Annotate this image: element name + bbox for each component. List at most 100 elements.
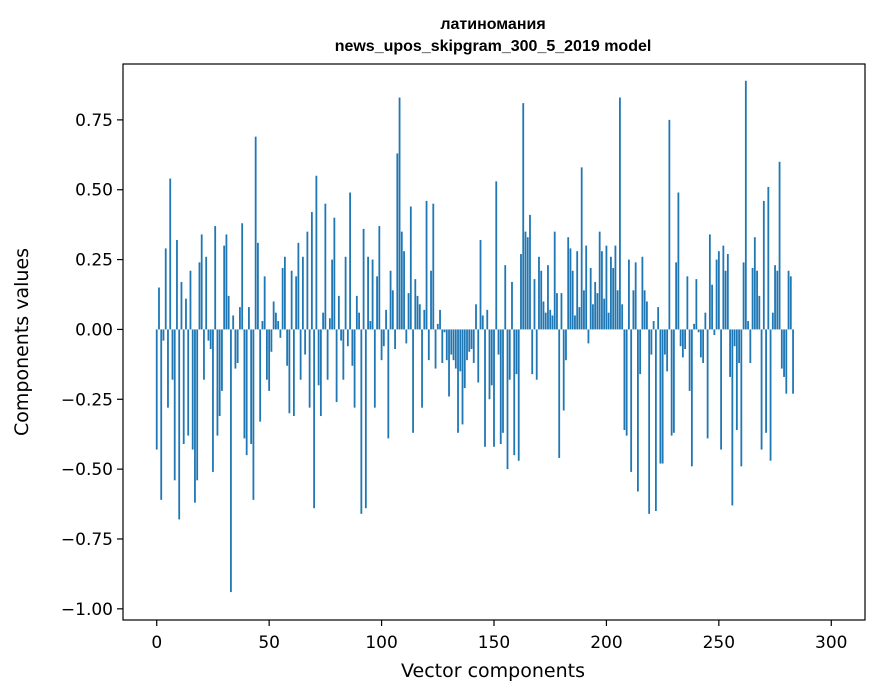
bar-161	[517, 329, 520, 461]
bar-236	[686, 276, 689, 330]
bar-174	[547, 265, 549, 330]
bar-30	[223, 245, 226, 330]
bar-100	[380, 329, 383, 361]
bar-85	[346, 329, 349, 347]
bar-10	[178, 329, 181, 520]
bar-228	[668, 119, 671, 330]
bar-240	[695, 279, 698, 330]
bar-143	[477, 329, 480, 383]
bar-202	[610, 256, 612, 330]
bar-61	[292, 329, 295, 417]
bar-169	[535, 329, 538, 380]
bar-46	[259, 329, 262, 422]
bar-96	[371, 259, 374, 330]
x-tick-label: 200	[590, 633, 622, 653]
bar-207	[621, 304, 624, 330]
bar-28	[218, 329, 221, 417]
bar-66	[304, 329, 307, 355]
bar-275	[774, 265, 776, 330]
bar-238	[690, 329, 693, 467]
bar-239	[693, 323, 696, 330]
bar-52	[272, 301, 275, 330]
bar-5	[167, 329, 169, 408]
bar-56	[281, 267, 284, 330]
bar-130	[448, 329, 450, 397]
bar-187	[576, 251, 579, 330]
bar-117	[418, 304, 421, 330]
bar-1	[158, 287, 160, 330]
bar-251	[720, 329, 722, 450]
bar-110	[403, 251, 405, 330]
bar-21	[203, 329, 205, 380]
bar-65	[301, 256, 304, 330]
bar-17	[194, 329, 196, 503]
bar-134	[457, 329, 459, 433]
y-tick-label: −0.75	[61, 530, 113, 550]
bar-18	[196, 329, 199, 481]
bar-249	[715, 259, 718, 330]
bar-90	[358, 312, 360, 330]
bar-127	[441, 329, 444, 363]
bar-138	[466, 329, 468, 361]
bar-245	[706, 329, 709, 439]
bar-16	[191, 329, 194, 450]
bar-54	[277, 321, 280, 330]
bar-213	[634, 262, 637, 330]
bar-234	[681, 329, 684, 358]
bar-267	[756, 270, 758, 330]
bar-163	[522, 103, 525, 330]
bar-283	[792, 329, 794, 394]
bar-157	[508, 329, 511, 380]
bar-39	[243, 329, 246, 439]
bar-31	[225, 234, 228, 330]
bar-206	[619, 97, 621, 330]
bar-171	[540, 270, 543, 330]
bar-144	[479, 240, 482, 330]
bar-147	[486, 309, 489, 330]
bar-7	[171, 329, 174, 380]
bar-192	[587, 329, 590, 344]
bar-67	[306, 231, 309, 330]
bar-63	[297, 242, 300, 330]
bar-160	[515, 329, 518, 375]
y-tick-label: 0.25	[75, 251, 113, 271]
x-tick-label: 50	[258, 633, 280, 653]
bar-33	[230, 329, 232, 593]
bar-170	[538, 256, 540, 330]
bar-184	[569, 248, 572, 330]
bar-87	[351, 329, 354, 366]
bar-185	[571, 270, 574, 330]
bar-232	[677, 192, 680, 330]
bar-201	[607, 312, 610, 330]
bar-82	[340, 329, 342, 341]
bar-154	[502, 329, 504, 433]
bar-22	[205, 256, 208, 330]
bar-70	[313, 329, 316, 509]
bar-79	[333, 217, 336, 330]
bar-73	[319, 329, 322, 417]
bar-151	[495, 181, 498, 330]
y-tick-label: 0.50	[75, 181, 113, 201]
bar-145	[481, 315, 484, 330]
bar-83	[342, 329, 345, 380]
bar-38	[241, 223, 244, 330]
bar-175	[549, 309, 552, 330]
bar-58	[286, 329, 289, 366]
bar-246	[708, 234, 711, 330]
bar-122	[430, 270, 432, 330]
bar-37	[239, 307, 241, 330]
bar-159	[513, 329, 516, 456]
bar-42	[250, 329, 253, 444]
bar-274	[771, 312, 774, 330]
bar-41	[248, 307, 250, 330]
bar-255	[729, 329, 731, 377]
bar-126	[439, 309, 441, 330]
bar-167	[531, 329, 534, 375]
bar-23	[207, 329, 210, 341]
bar-196	[596, 293, 599, 330]
bar-8	[173, 329, 176, 481]
bar-149	[490, 329, 493, 386]
bar-153	[499, 329, 502, 444]
bar-221	[652, 321, 655, 330]
bar-89	[355, 295, 358, 330]
